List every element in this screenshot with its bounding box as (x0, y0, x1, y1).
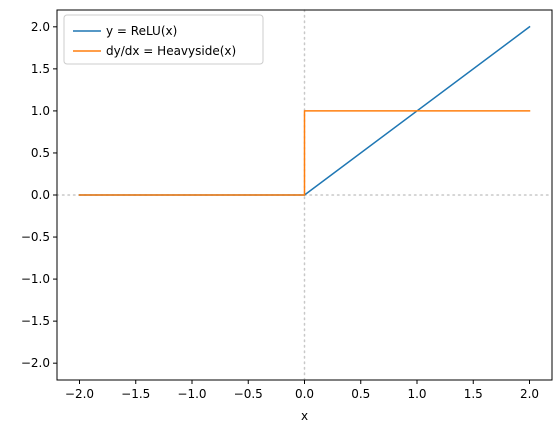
x-axis-label: x (301, 409, 308, 423)
y-tick-label: 1.5 (31, 62, 50, 76)
x-tick-label: −0.5 (234, 387, 263, 401)
y-tick-label: 2.0 (31, 20, 50, 34)
y-tick-label: 0.0 (31, 188, 50, 202)
series-line-heavyside (78, 110, 531, 196)
y-tick-label: 0.5 (31, 146, 50, 160)
legend-box (63, 14, 264, 65)
y-tick-label: 1.0 (31, 104, 50, 118)
x-tick-label: −1.5 (121, 387, 150, 401)
x-tick-label: 1.0 (407, 387, 426, 401)
y-tick-label: −1.0 (21, 272, 50, 286)
y-tick-label: −0.5 (21, 230, 50, 244)
legend: y = ReLU(x) dy/dx = Heavyside(x) (63, 14, 264, 65)
x-tick-label: 1.5 (464, 387, 483, 401)
x-tick-label: 2.0 (520, 387, 539, 401)
series-lines (78, 25, 531, 196)
legend-label-heavyside: dy/dx = Heavyside(x) (106, 44, 236, 58)
y-tick-label: −2.0 (21, 356, 50, 370)
x-tick-label: 0.5 (351, 387, 370, 401)
y-tick-label: −1.5 (21, 314, 50, 328)
x-axis-ticks: −2.0 −1.5 −1.0 −0.5 0.0 0.5 1.0 1.5 2.0 (65, 380, 539, 401)
legend-label-relu: y = ReLU(x) (106, 24, 177, 38)
x-tick-label: −2.0 (65, 387, 94, 401)
x-tick-label: −1.0 (177, 387, 206, 401)
y-axis-ticks: −2.0 −1.5 −1.0 −0.5 0.0 0.5 1.0 1.5 2.0 (21, 20, 57, 370)
x-tick-label: 0.0 (295, 387, 314, 401)
